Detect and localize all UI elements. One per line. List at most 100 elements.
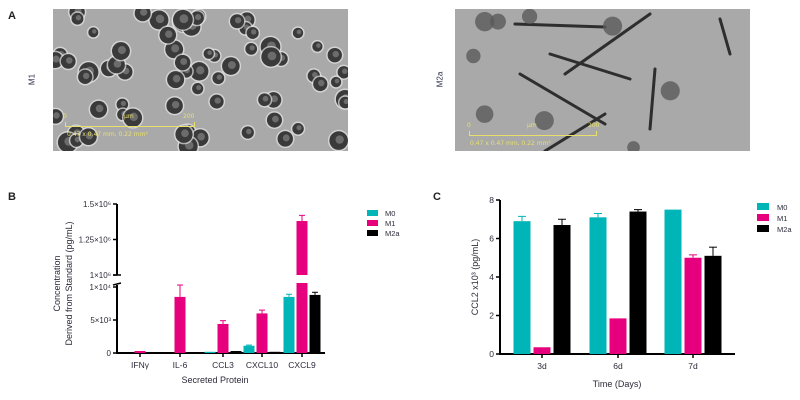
cell-nucleus	[244, 15, 252, 23]
cell-nucleus	[318, 79, 325, 87]
x-tick-label: IL-6	[173, 360, 188, 370]
cell-nucleus	[82, 72, 90, 80]
m2a-scale-bar-right-tick	[596, 131, 597, 136]
cell-nucleus	[249, 45, 255, 51]
bar-M1-3d	[533, 347, 551, 354]
cell-nucleus	[343, 98, 348, 105]
x-tick-label: IFNγ	[131, 360, 150, 370]
bar-M1-7d	[684, 257, 702, 354]
bar-M1-IFNγ	[134, 351, 146, 353]
bar-M2a-CCL3	[230, 351, 242, 353]
cell-nucleus	[75, 15, 82, 21]
cell-nucleus	[113, 60, 122, 68]
legend-label-M2a: M2a	[777, 225, 792, 234]
bar-M1-CXCL9	[296, 283, 308, 353]
bar-M1-CCL3	[217, 323, 229, 353]
y-tick-label: 1×10⁴	[90, 283, 112, 292]
cell-nucleus	[129, 112, 138, 122]
x-tick-label: 6d	[613, 361, 623, 371]
m2a-cells-image	[466, 9, 732, 151]
m2a-micrograph	[455, 9, 750, 151]
bar-M0-CXCL10	[243, 345, 255, 353]
m1-micrograph	[53, 9, 348, 151]
legend-label-M1: M1	[777, 214, 787, 223]
x-axis-label: Secreted Protein	[181, 375, 248, 385]
cell-nucleus	[334, 78, 340, 84]
m2a-scale-end: 200	[588, 122, 600, 129]
cell-nucleus	[53, 55, 60, 63]
elongated-cell	[718, 17, 732, 56]
y-tick-label: 0	[489, 349, 494, 359]
elongated-cell	[513, 22, 607, 29]
legend-label-M0: M0	[385, 209, 395, 218]
legend-swatch-M1	[367, 220, 378, 226]
panel-letter-c: C	[433, 191, 441, 203]
cell	[603, 16, 623, 36]
cell-nucleus	[214, 97, 221, 104]
legend-swatch-M2a	[757, 225, 769, 232]
cell-nucleus	[197, 132, 205, 141]
cell	[627, 141, 640, 151]
cell	[490, 13, 506, 30]
m1-image-label: M1	[27, 73, 37, 86]
chart-b-secreted-protein: 1×10⁶ 1.25×10⁶ 1.5×10⁶ 0 5×10³ 1×10⁴ Concentra…	[52, 200, 400, 385]
y-tick-label: 1.5×10⁶	[83, 200, 111, 209]
cell	[475, 12, 495, 32]
cell-nucleus	[53, 112, 60, 119]
legend-label-M1: M1	[385, 219, 395, 228]
chart-c-ccl2-time: 0 2 4 6 8 CCL2 x10³ (pg/mL) 3d 6d 7d Time (Days) M…	[470, 195, 792, 389]
bar-M0-CCL3	[204, 351, 216, 353]
y-tick-label: 1×10⁶	[90, 271, 111, 280]
y-tick-label: 5×10³	[90, 316, 111, 325]
cell-nucleus	[250, 29, 257, 35]
cell	[534, 111, 554, 131]
cell-nucleus	[196, 66, 205, 75]
cell-nucleus	[332, 50, 340, 58]
cell-nucleus	[270, 95, 278, 103]
cell-nucleus	[227, 61, 236, 70]
cell-nucleus	[272, 115, 279, 123]
cell	[466, 48, 481, 64]
cell-nucleus	[85, 131, 94, 140]
cell-nucleus	[216, 74, 222, 80]
legend-label-M2a: M2a	[385, 229, 400, 238]
y-tick-label: 4	[489, 272, 494, 282]
y-tick-label: 1.25×10⁶	[79, 236, 111, 245]
bar-M2a-CXCL10	[269, 351, 281, 353]
m2a-scale-bar-left-tick	[469, 131, 470, 136]
bar-M2a-3d	[553, 225, 571, 354]
y-tick-label: 8	[489, 195, 494, 205]
m2a-scale-unit: μm	[527, 122, 537, 129]
m2a-scale-start: 0	[467, 122, 471, 129]
cell-nucleus	[95, 104, 104, 113]
cell	[475, 105, 494, 123]
cell-nucleus	[179, 14, 189, 24]
y-tick-label: 6	[489, 234, 494, 244]
y-axis-label: CCL2 x10³ (pg/mL)	[470, 239, 480, 316]
m2a-scale-info: 0.47 x 0.47 mm, 0.22 mm²	[470, 140, 551, 147]
elongated-cell	[518, 72, 607, 126]
elongated-cell	[548, 52, 632, 81]
m1-scale-start: 0	[63, 113, 67, 120]
cell-nucleus	[234, 17, 242, 24]
bar-M2a-7d	[704, 255, 722, 354]
y-tick-label: 2	[489, 311, 494, 321]
cell-nucleus	[171, 44, 180, 53]
bar-M1-6d	[609, 318, 627, 354]
cell-nucleus	[246, 128, 252, 135]
bar-M1-CXCL10	[256, 313, 268, 353]
cell-nucleus	[181, 129, 189, 138]
bar-M1-IL-6	[174, 296, 186, 353]
panel-letter-a: A	[8, 10, 16, 22]
m2a-image-label: M2a	[435, 71, 445, 88]
legend-swatch-M2a	[367, 230, 378, 236]
cell-nucleus	[117, 46, 126, 55]
cell-nucleus	[262, 95, 269, 102]
cell-nucleus	[65, 57, 73, 64]
cell-nucleus	[335, 135, 344, 144]
cell-nucleus	[296, 29, 302, 35]
m2a-scale-bar	[469, 135, 597, 136]
cell-nucleus	[207, 50, 212, 56]
x-tick-label: CXCL10	[246, 360, 278, 370]
axis-break-mark	[112, 282, 122, 286]
